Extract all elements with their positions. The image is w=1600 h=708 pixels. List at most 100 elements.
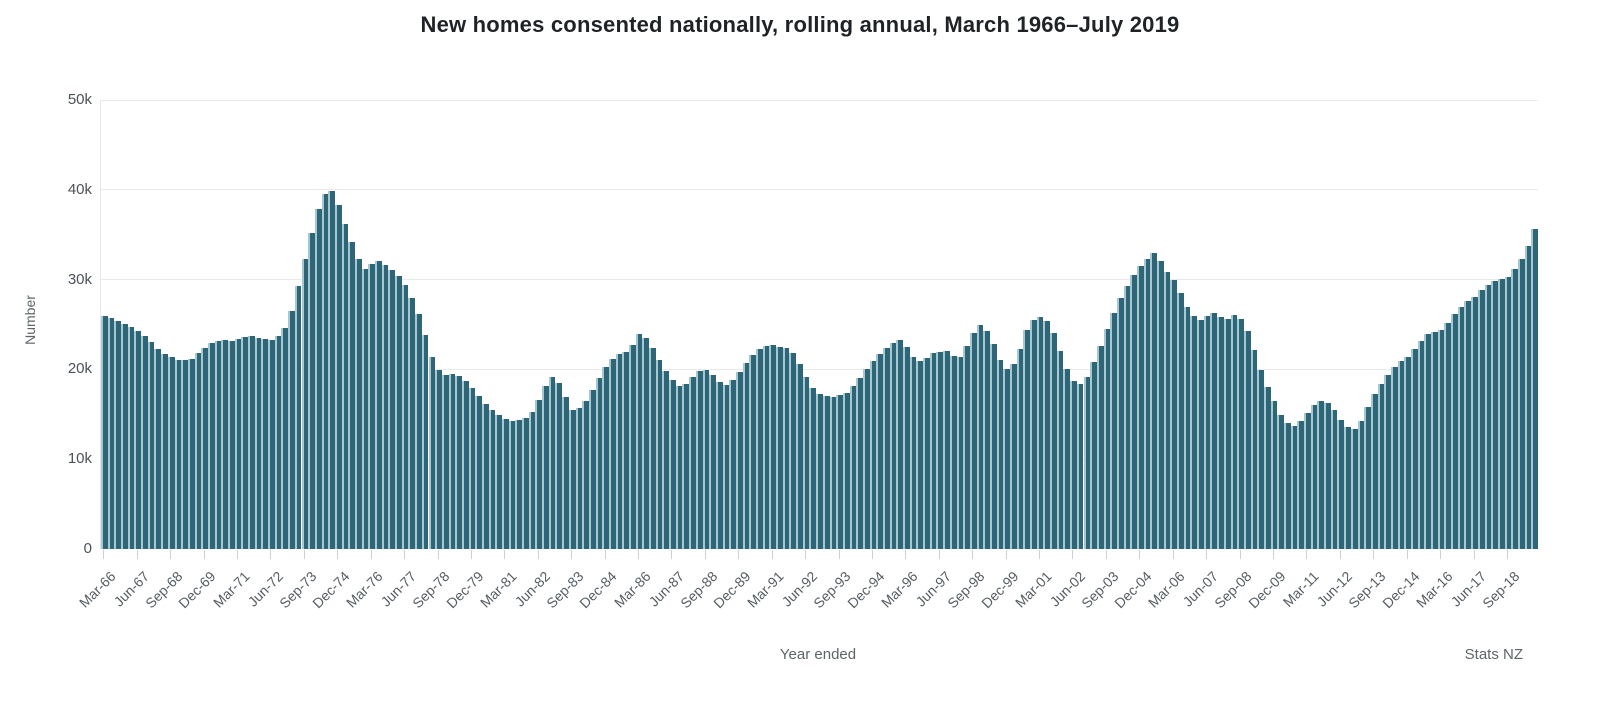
bar (388, 269, 396, 549)
bar (368, 264, 376, 549)
bar (548, 377, 556, 549)
bar (475, 396, 482, 549)
bar (1457, 306, 1465, 549)
x-tick-label-Mar-66: Mar-66 (75, 568, 119, 611)
bar (862, 368, 870, 549)
bar (782, 347, 790, 549)
bar (1424, 334, 1432, 549)
bar (635, 334, 643, 549)
bar (1517, 258, 1525, 549)
bar (1350, 428, 1358, 549)
bar (595, 378, 603, 549)
x-tick-mark (905, 550, 907, 559)
bar (1263, 387, 1271, 549)
bar (395, 276, 402, 549)
bar (1130, 275, 1137, 549)
x-tick-mark (838, 550, 840, 559)
bar (802, 377, 810, 549)
bar (822, 396, 830, 549)
bar (174, 359, 182, 549)
bar (1484, 285, 1492, 549)
x-tick-mark (871, 550, 873, 559)
x-tick-mark (738, 550, 740, 559)
bar (675, 385, 683, 549)
bar (161, 354, 168, 549)
x-tick-mark (938, 550, 940, 559)
y-tick-label-40k: 40k (67, 180, 92, 198)
bar (207, 343, 215, 549)
bar (1090, 362, 1097, 549)
bar (448, 373, 456, 549)
bar (1370, 393, 1378, 549)
bar (1036, 317, 1044, 549)
x-tick-label-Dec-84: Dec-84 (576, 568, 620, 612)
bar (401, 285, 409, 549)
bar (1384, 374, 1391, 549)
x-tick-mark (437, 550, 439, 559)
bar (502, 418, 509, 549)
x-axis: Mar-66 Jun-67 Sep-68 Dec-69 Mar-71 Jun-72 Sep-… (76, 550, 1537, 660)
bar (1190, 316, 1198, 549)
bar (909, 356, 917, 549)
bar (756, 348, 763, 549)
x-tick-mark (1373, 550, 1375, 559)
bar (923, 357, 930, 549)
x-tick-mark (504, 550, 506, 559)
bar (649, 347, 656, 549)
bar (308, 232, 315, 549)
chart-title: New homes consented nationally, rolling … (420, 12, 1180, 37)
bar (248, 336, 255, 549)
bar (535, 399, 543, 549)
y-tick-label-50k: 50k (67, 91, 92, 108)
x-tick-label-Sep-78: Sep-78 (409, 568, 453, 612)
x-tick-mark (170, 550, 172, 559)
x-tick-label-Dec-79: Dec-79 (443, 568, 487, 612)
bar (1330, 409, 1338, 549)
x-tick-mark (704, 550, 706, 559)
x-tick-label-Sep-93: Sep-93 (810, 568, 854, 612)
bar (515, 419, 523, 549)
bar (101, 315, 108, 549)
bar (1123, 285, 1131, 549)
bar (749, 355, 756, 549)
x-tick-mark (571, 550, 573, 559)
x-tick-mark (1005, 550, 1007, 559)
bar (194, 353, 202, 549)
bar (1157, 260, 1164, 549)
x-tick-mark (1272, 550, 1274, 559)
bar (522, 417, 529, 549)
bar (167, 356, 175, 549)
bar (735, 372, 743, 549)
bar (1096, 346, 1104, 549)
gridline-20k (101, 368, 1538, 370)
bar (234, 338, 242, 549)
bar (1197, 320, 1204, 549)
bar (281, 328, 289, 549)
source-attribution: Stats NZ (1464, 646, 1523, 663)
bar (1344, 426, 1351, 549)
bar (615, 354, 623, 549)
bar (789, 353, 797, 549)
bar (221, 339, 228, 549)
bar (468, 388, 476, 549)
bar (1404, 356, 1411, 549)
bar (348, 241, 355, 549)
bar (1030, 320, 1037, 549)
bar (1177, 293, 1184, 549)
bar (214, 340, 222, 549)
bar (1070, 381, 1077, 549)
bar (1324, 402, 1331, 549)
bar (375, 260, 382, 549)
bar (141, 336, 148, 549)
x-tick-label-Dec-99: Dec-99 (977, 568, 1021, 612)
bar (655, 359, 663, 549)
bar (1237, 319, 1244, 549)
bar (602, 366, 609, 549)
bar (702, 370, 710, 549)
bar (1043, 320, 1051, 549)
bar (903, 346, 910, 549)
bar (354, 258, 362, 549)
bar (1390, 366, 1398, 549)
x-tick-label-Mar-16: Mar-16 (1412, 568, 1456, 611)
bar (809, 388, 817, 549)
